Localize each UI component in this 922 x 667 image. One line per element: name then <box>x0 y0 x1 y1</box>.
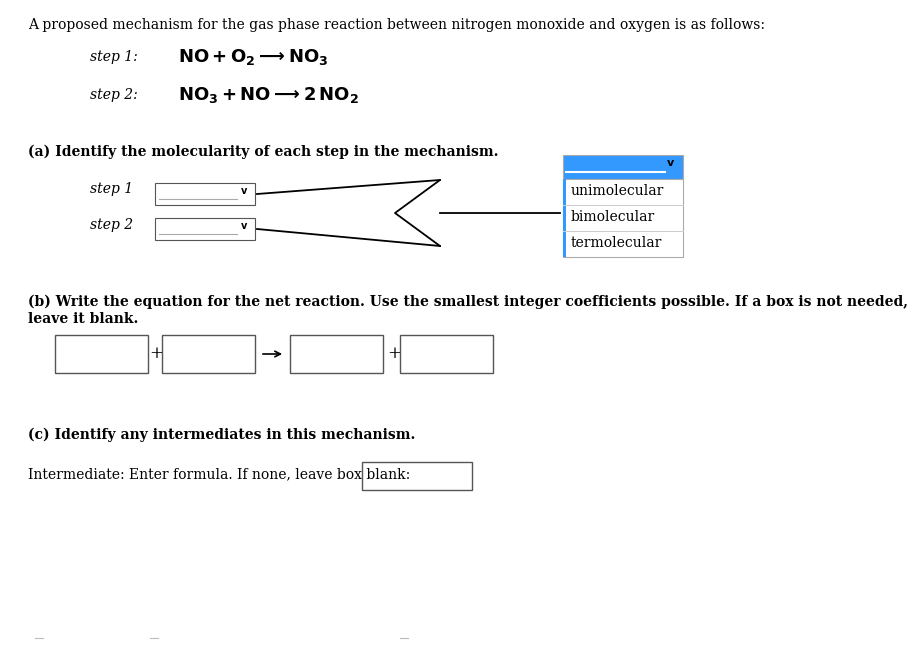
Bar <box>155 218 255 240</box>
Text: step 2:: step 2: <box>90 88 137 102</box>
Text: +: + <box>149 346 163 362</box>
Text: $\mathbf{NO + O_2 \longrightarrow NO_3}$: $\mathbf{NO + O_2 \longrightarrow NO_3}$ <box>178 47 328 67</box>
Bar <box>290 335 383 373</box>
Bar <box>563 155 683 179</box>
Text: (b) Write the equation for the net reaction. Use the smallest integer coefficien: (b) Write the equation for the net react… <box>28 295 908 325</box>
Bar <box>55 335 148 373</box>
Text: v: v <box>241 221 247 231</box>
Bar <box>155 183 255 205</box>
Text: termolecular: termolecular <box>571 236 662 250</box>
Bar <box>162 335 255 373</box>
Text: step 1: step 1 <box>90 182 133 196</box>
Text: +: + <box>387 346 401 362</box>
Text: (a) Identify the molecularity of each step in the mechanism.: (a) Identify the molecularity of each st… <box>28 145 499 159</box>
Text: v: v <box>667 158 674 168</box>
Text: A proposed mechanism for the gas phase reaction between nitrogen monoxide and ox: A proposed mechanism for the gas phase r… <box>28 18 765 32</box>
Bar <box>362 462 472 490</box>
Bar <box>400 335 493 373</box>
Text: unimolecular: unimolecular <box>571 184 665 198</box>
Text: v: v <box>241 186 247 196</box>
Bar <box>563 179 566 257</box>
Text: (c) Identify any intermediates in this mechanism.: (c) Identify any intermediates in this m… <box>28 428 416 442</box>
Text: $\mathbf{NO_3 + NO \longrightarrow 2\,NO_2}$: $\mathbf{NO_3 + NO \longrightarrow 2\,NO… <box>178 85 359 105</box>
Text: bimolecular: bimolecular <box>571 210 656 224</box>
Text: step 2: step 2 <box>90 218 133 232</box>
Text: step 1:: step 1: <box>90 50 137 64</box>
Text: Intermediate: Enter formula. If none, leave box blank:: Intermediate: Enter formula. If none, le… <box>28 467 410 481</box>
Bar <box>563 179 683 257</box>
